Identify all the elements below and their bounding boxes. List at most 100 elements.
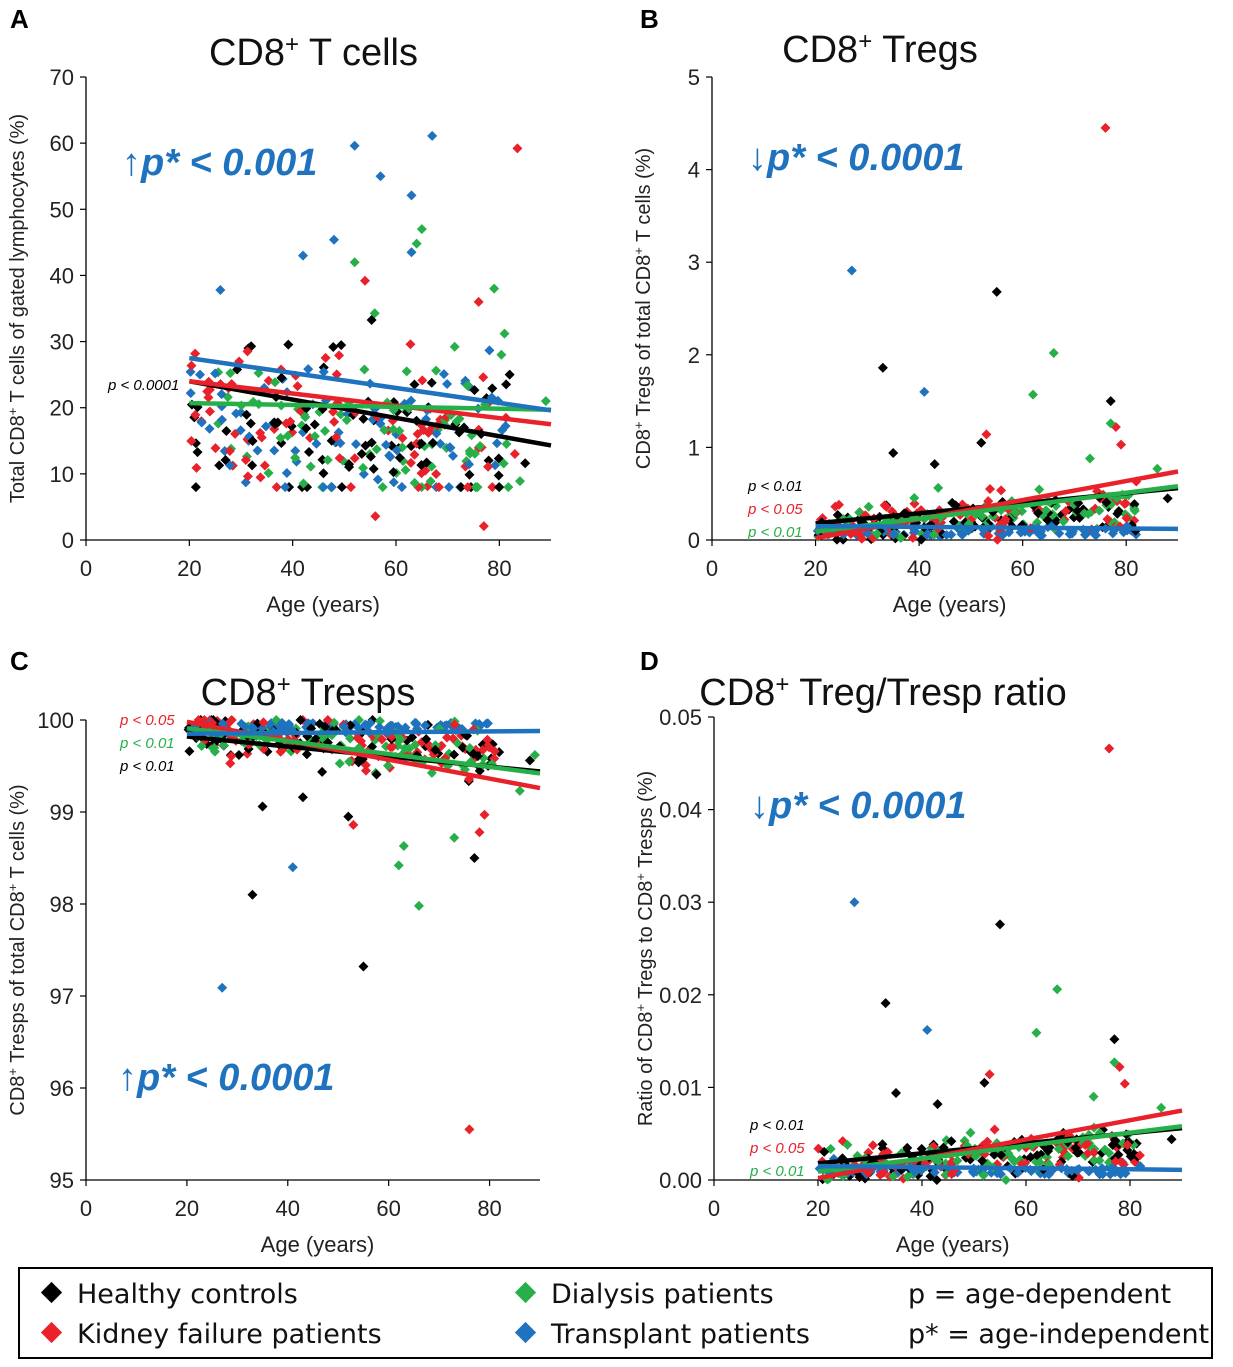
data-point [877, 362, 888, 373]
panel-b: B CD8+ Tregs 0 1 2 3 4 5 0 20 40 60 80 Age (years) CD8… [631, 4, 1179, 617]
trend-line-healthy [188, 379, 552, 448]
x-axis-label: Age (years) [266, 592, 380, 617]
data-point [231, 408, 242, 419]
y-tick-label: 0.00 [659, 1168, 702, 1193]
data-point [394, 452, 405, 463]
trend-line-transplant [186, 728, 541, 737]
y-tick-label: 0.05 [659, 705, 702, 730]
data-point [216, 414, 227, 425]
p-value-label: p < 0.01 [119, 735, 175, 752]
data-point [483, 455, 494, 466]
data-point [190, 348, 201, 359]
data-point [301, 749, 312, 760]
data-point [1101, 497, 1112, 508]
data-point [984, 483, 995, 494]
data-point [393, 721, 404, 732]
y-axis-label: Ratio of CD8+ Tregs to CD8+ Tresps (%) [633, 771, 657, 1126]
data-point [968, 1167, 979, 1178]
data-point [501, 379, 512, 390]
data-point [487, 383, 498, 394]
data-point [929, 459, 940, 470]
y-axis-label: Total CD8+ T cells of gated lymphocytes … [5, 114, 29, 503]
legend-pstar-note: p* = age-independent [908, 1319, 1210, 1350]
x-axis-label: Age (years) [893, 592, 1007, 617]
data-point [427, 130, 438, 141]
data-point [501, 439, 512, 450]
data-point [258, 717, 269, 728]
x-tick-label: 0 [80, 1196, 92, 1221]
data-point [407, 732, 418, 743]
data-point [303, 364, 314, 375]
data-point [401, 366, 412, 377]
data-point [275, 746, 286, 757]
x-tick-label: 60 [384, 556, 408, 581]
data-point [358, 462, 369, 473]
data-point [1166, 1134, 1177, 1145]
data-point [995, 919, 1005, 930]
data-point [952, 1155, 963, 1166]
panel-d: D CD8+ Treg/Tresp ratio 0.00 0.01 0.02 0.03 0.… [633, 646, 1183, 1257]
data-point [292, 381, 303, 392]
data-point [916, 534, 927, 545]
y-tick-label: 1 [688, 435, 700, 460]
data-point [483, 461, 494, 472]
data-point [1120, 498, 1131, 509]
data-point [946, 1169, 957, 1180]
data-point [468, 748, 479, 759]
data-point [295, 715, 306, 725]
data-point [877, 1139, 888, 1150]
data-point [524, 755, 535, 766]
p-value-label: p < 0.05 [747, 501, 803, 518]
data-point [396, 482, 407, 493]
chart-title: CD8+ Treg/Tresp ratio [699, 671, 1066, 714]
y-axis-label: CD8+ Tregs of total CD8+ T cells (%) [631, 148, 655, 469]
diamond-marker-icon [514, 1321, 537, 1344]
data-point [319, 425, 330, 436]
data-point [474, 827, 485, 838]
data-point [1094, 1155, 1105, 1166]
panel-a: A CD8+ T cells 0 10 20 30 40 50 60 70 0 20 40 60 80 Age… [5, 4, 552, 617]
data-point [464, 1124, 475, 1135]
data-point [269, 445, 280, 456]
data-point [490, 460, 501, 471]
x-tick-label: 40 [910, 1196, 934, 1221]
data-point [309, 419, 320, 430]
data-point [833, 499, 844, 510]
data-point [240, 454, 251, 465]
data-point [977, 1155, 988, 1166]
data-point [336, 340, 347, 351]
panel-label: D [640, 646, 659, 676]
data-point [474, 441, 485, 452]
data-point [195, 369, 206, 380]
data-point [331, 432, 342, 443]
data-point [356, 448, 367, 459]
data-point [366, 314, 377, 325]
data-point [494, 482, 505, 493]
data-point [387, 741, 398, 752]
data-point [1129, 505, 1140, 516]
data-point [322, 454, 333, 465]
data-point [224, 446, 235, 457]
data-point [405, 339, 416, 350]
data-point [359, 364, 370, 375]
data-point [983, 496, 994, 507]
p-value-label: p < 0.05 [749, 1140, 805, 1157]
data-point [491, 438, 502, 449]
data-point [379, 425, 390, 436]
data-point [247, 435, 258, 446]
legend-item-transplant: Transplant patients [514, 1319, 810, 1350]
data-point [376, 734, 387, 745]
data-point [965, 1127, 976, 1138]
data-point [190, 409, 201, 420]
data-point [435, 438, 446, 449]
data-point [225, 368, 236, 379]
data-point [290, 445, 301, 456]
data-point [360, 765, 371, 776]
data-point [979, 1077, 990, 1088]
data-point [831, 534, 842, 545]
data-point [371, 444, 382, 455]
data-point [1122, 1139, 1133, 1150]
data-point [413, 900, 424, 911]
y-tick-label: 95 [50, 1168, 74, 1193]
y-axis-label: CD8+ Tresps of total CD8+ T cells (%) [5, 784, 29, 1115]
